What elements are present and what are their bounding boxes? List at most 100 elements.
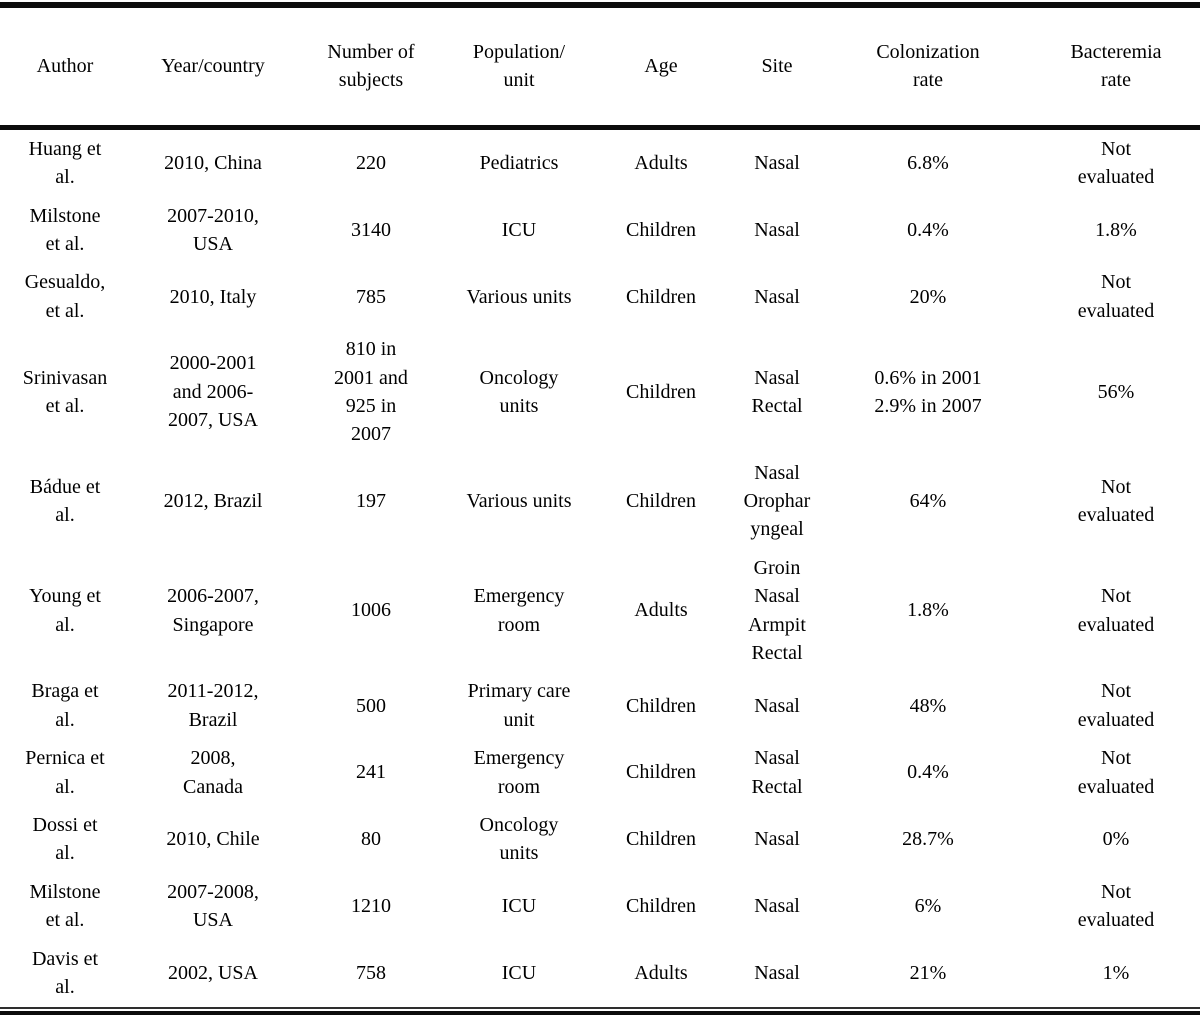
cell-population-unit: ICU [501,961,537,984]
cell-year-country: 2007-2010, USA [167,204,259,255]
cell-subjects: 500 [356,694,386,717]
cell-colonization-rate: 20% [909,285,947,308]
table-row: Gesualdo, et al. 2010, Italy 785 Various un… [0,263,1200,330]
cell-subjects: 785 [356,285,386,308]
cell-site: Nasal Rectal [751,747,803,798]
col-header-age: Age [592,8,730,130]
cell-subjects: 197 [356,490,386,513]
cell-age: Adults [634,961,688,984]
cell-site: Nasal Rectal [751,366,803,417]
cell-subjects: 80 [361,828,381,851]
cell-year-country: 2010, Chile [166,828,260,851]
cell-population-unit: Emergency room [473,585,565,636]
cell-year-country: 2008, Canada [183,747,243,798]
cell-subjects: 241 [356,761,386,784]
cell-colonization-rate: 6% [914,894,942,917]
cell-author: Pernica et al. [25,747,105,798]
table-row: Milstone et al. 2007-2010, USA 3140 ICU Chil… [0,197,1200,264]
cell-population-unit: Various units [466,490,572,513]
table-row: Huang et al. 2010, China 220 Pediatrics Adul… [0,127,1200,196]
cell-subjects: 1006 [351,599,391,622]
cell-colonization-rate: 0.4% [907,218,949,241]
cell-year-country: 2011-2012, Brazil [167,680,259,731]
cell-author: Srinivasan et al. [22,366,108,417]
cell-site: Nasal Orophar yngeal [743,461,811,541]
cell-site: Nasal [754,694,800,717]
cell-author: Milstone et al. [29,880,101,932]
cell-population-unit: Oncology units [479,813,559,865]
cell-author: Bádue et al. [29,475,101,527]
cell-age: Children [626,828,696,851]
cell-colonization-rate: 28.7% [902,828,954,851]
cell-year-country: 2000-2001 and 2006- 2007, USA [167,352,258,432]
cell-site: Nasal [754,961,800,984]
cell-age: Children [626,894,696,917]
cell-population-unit: Pediatrics [479,151,559,174]
col-header-number-of-subjects: Number of subjects [296,8,446,130]
cell-age: Children [626,218,696,241]
cell-age: Children [626,694,696,717]
table-bottom-thick-rule [0,1011,1200,1015]
cell-site: Nasal [754,894,800,917]
col-header-author: Author [0,8,130,130]
cell-year-country: 2012, Brazil [163,490,263,513]
table-top-rule [0,2,1200,8]
table-row: Dossi et al. 2010, Chile 80 Oncology units C… [0,806,1200,873]
cell-colonization-rate: 64% [909,490,947,513]
cell-bacteremia-rate: Not evaluated [1077,585,1155,636]
col-header-bacteremia-rate: Bacteremia rate [1032,8,1200,130]
cell-author: Gesualdo, et al. [24,271,106,322]
cell-site: Nasal [754,151,800,174]
cell-author: Davis et al. [31,947,99,998]
cell-age: Children [626,490,696,513]
cell-population-unit: Oncology units [479,366,559,417]
cell-population-unit: Various units [466,285,572,308]
col-header-site: Site [730,8,824,130]
cell-subjects: 220 [356,151,386,174]
cell-colonization-rate: 48% [909,694,947,717]
table-row: Davis et al. 2002, USA 758 ICU Adults Nasal 21… [0,940,1200,1007]
col-header-year-country: Year/country [130,8,296,130]
cell-author: Young et al. [29,585,101,636]
header-row: Author Year/country Number of subjects P… [0,8,1200,130]
cell-site: Nasal [754,828,800,851]
cell-population-unit: ICU [501,894,537,917]
cell-year-country: 2006-2007, Singapore [167,585,259,636]
cell-year-country: 2010, Italy [169,285,257,308]
cell-year-country: 2007-2008, USA [167,880,259,932]
cell-bacteremia-rate: Not evaluated [1077,271,1155,322]
col-header-population-unit: Population/ unit [446,8,592,130]
cell-bacteremia-rate: Not evaluated [1077,680,1155,731]
table-bottom-thin-rule [0,1007,1200,1010]
cell-colonization-rate: 6.8% [907,151,949,174]
cell-age: Children [626,761,696,784]
cell-colonization-rate: 0.4% [907,761,949,784]
cell-population-unit: Primary care unit [467,680,571,731]
table-row: Pernica et al. 2008, Canada 241 Emergency r… [0,739,1200,806]
cell-colonization-rate: 0.6% in 2001 2.9% in 2007 [874,366,982,417]
table-row: Bádue et al. 2012, Brazil 197 Various units… [0,454,1200,549]
cell-subjects: 3140 [351,218,391,241]
cell-bacteremia-rate: Not evaluated [1077,137,1155,189]
cell-bacteremia-rate: Not evaluated [1077,880,1155,932]
cell-subjects: 758 [356,961,386,984]
table-body: Huang et al. 2010, China 220 Pediatrics Adul… [0,127,1200,1006]
cell-site: Nasal [754,218,800,241]
cell-author: Huang et al. [28,137,102,189]
cell-colonization-rate: 21% [909,961,947,984]
cell-author: Dossi et al. [32,813,98,865]
colonization-studies-table: Author Year/country Number of subjects P… [0,8,1200,1006]
cell-author: Braga et al. [31,680,99,731]
cell-year-country: 2010, China [164,151,262,174]
cell-author: Milstone et al. [29,204,101,255]
cell-bacteremia-rate: 1% [1102,961,1130,984]
cell-subjects: 810 in 2001 and 925 in 2007 [334,338,408,446]
cell-population-unit: Emergency room [473,747,565,798]
cell-bacteremia-rate: 0% [1102,828,1130,851]
cell-age: Children [626,285,696,308]
cell-age: Children [626,380,696,403]
table-row: Srinivasan et al. 2000-2001 and 2006- 200… [0,330,1200,454]
table-row: Braga et al. 2011-2012, Brazil 500 Primary … [0,672,1200,739]
table-row: Milstone et al. 2007-2008, USA 1210 ICU Chil… [0,873,1200,940]
